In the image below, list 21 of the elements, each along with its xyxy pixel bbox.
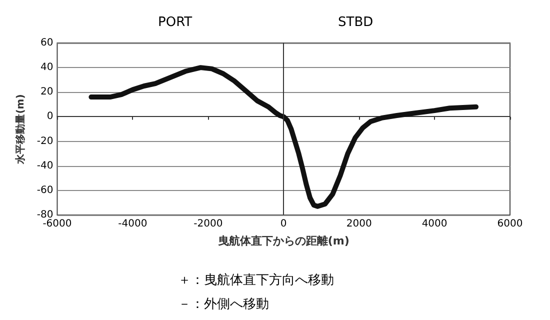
y-tick-label: 60 [40, 38, 54, 48]
y-tick-label: -20 [36, 136, 54, 147]
y-tick-label: 20 [40, 86, 54, 98]
x-tick-label: -6000 [42, 218, 72, 230]
x-tick-label: 0 [280, 218, 287, 230]
x-tick-label: 6000 [497, 218, 523, 230]
x-tick-label: -4000 [118, 218, 148, 230]
y-tick-label: -80 [36, 210, 54, 220]
y-axis-title: 水平移動量(m) [14, 94, 26, 165]
x-tick-label: 4000 [422, 218, 448, 230]
y-tick-label: -60 [36, 184, 54, 196]
text: STBD [338, 15, 374, 30]
x-tick-label: 2000 [346, 218, 372, 230]
x-tick-label: -2000 [194, 218, 223, 230]
y-tick-label: 0 [46, 111, 54, 122]
text: －：外側へ移動 [178, 297, 269, 312]
y-tick-label: 40 [40, 62, 54, 74]
text: ＋：曳航体直下方向へ移動 [178, 272, 334, 288]
text: PORT [158, 15, 192, 30]
x-axis-title: 曳航体直下からの距離(m) [218, 234, 350, 248]
y-tick-label: -40 [36, 160, 54, 172]
